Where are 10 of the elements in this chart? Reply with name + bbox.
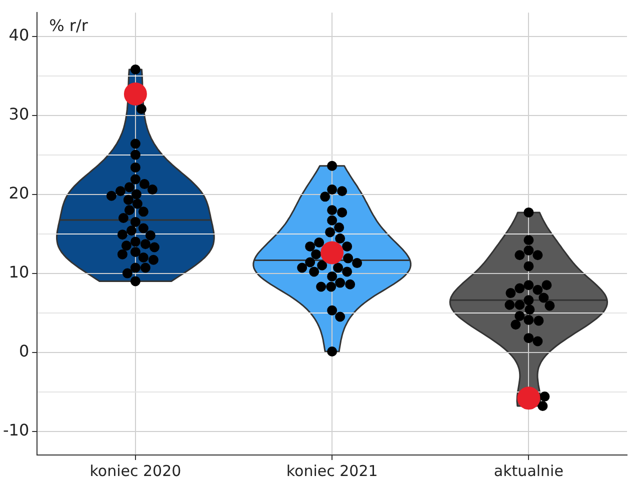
y-tick-label: -10 [2, 420, 30, 440]
y-tick-label: 10 [8, 262, 30, 282]
x-tick-label: aktualnie [494, 462, 564, 480]
x-tick-label: koniec 2021 [286, 462, 378, 480]
x-tick-label: koniec 2020 [90, 462, 182, 480]
y-tick-label: 40 [8, 25, 30, 44]
annotation: % r/r [49, 16, 88, 35]
y-tick-label: 30 [8, 104, 30, 124]
y-tick-label: 20 [8, 183, 30, 202]
y-tick-label: 0 [18, 341, 30, 360]
